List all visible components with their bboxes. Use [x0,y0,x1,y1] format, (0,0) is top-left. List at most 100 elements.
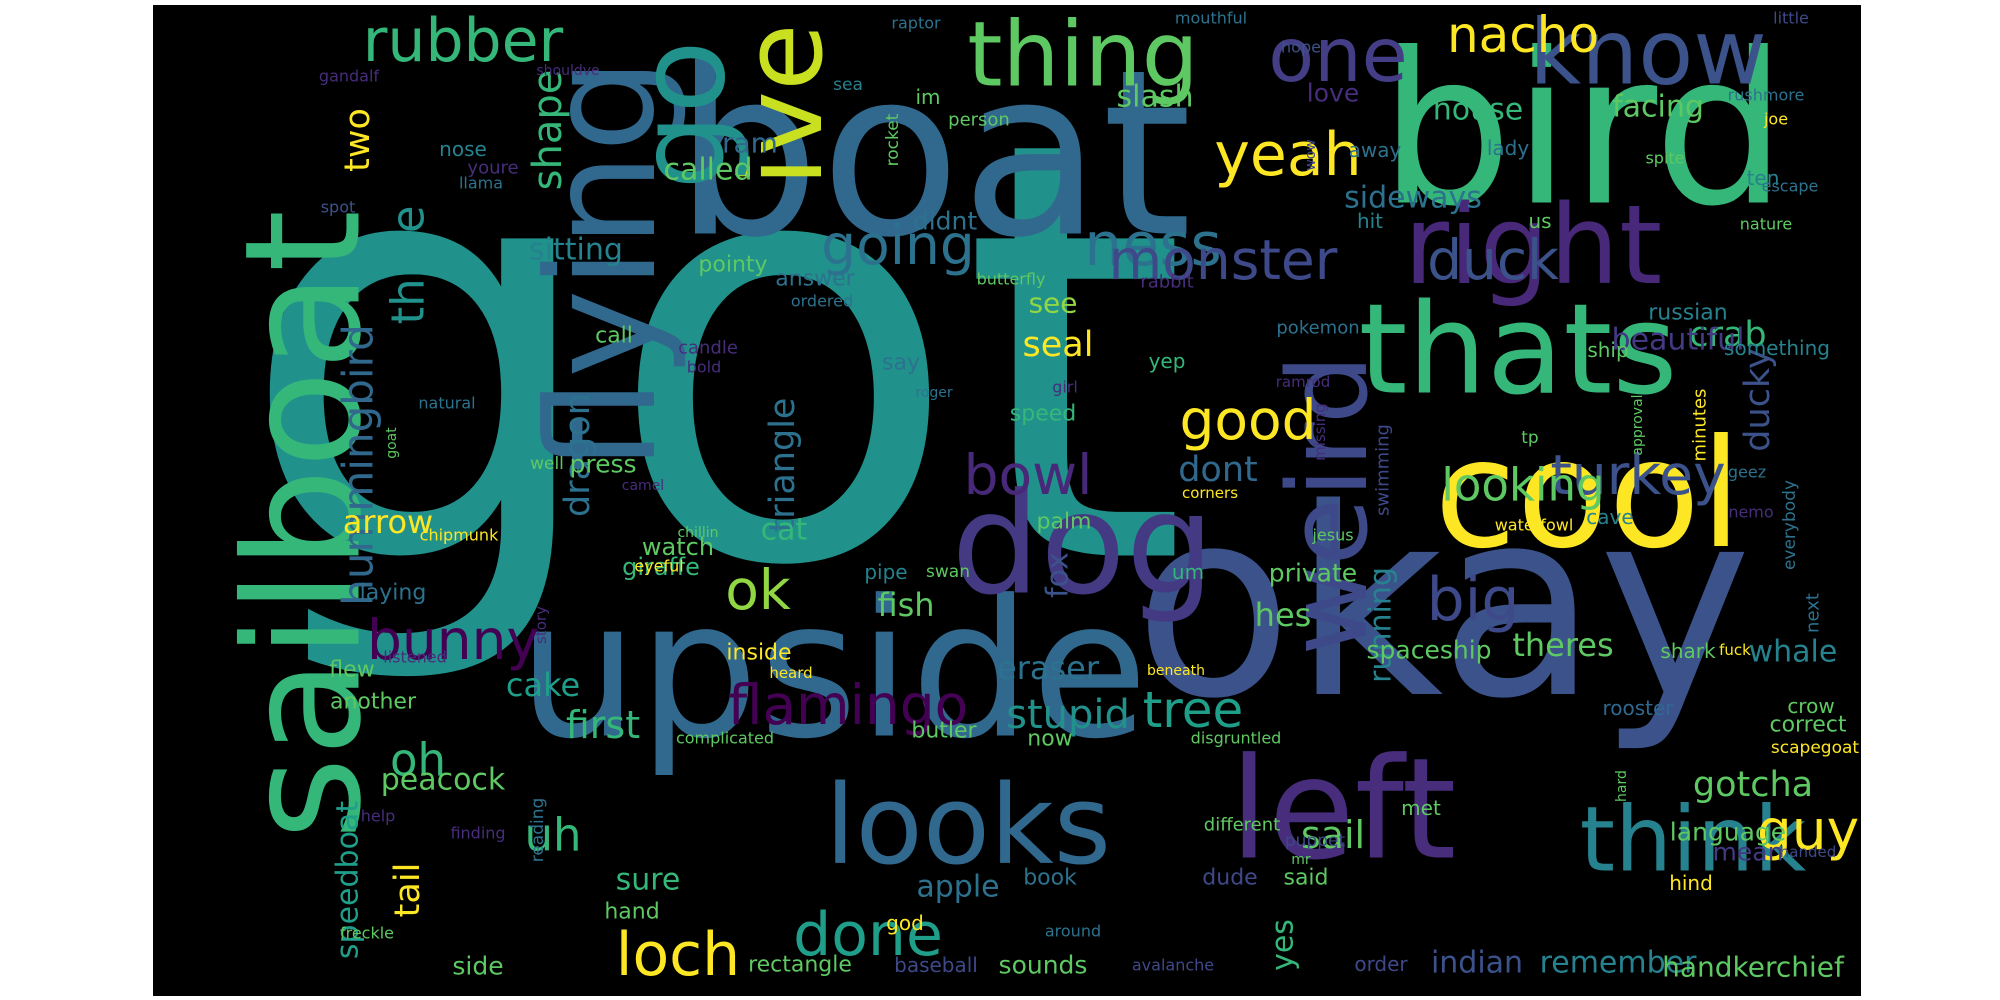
word-beautiful: beautiful [1612,323,1745,358]
word-person: person [948,110,1010,131]
word-know: know [1529,5,1767,106]
word-butler: butler [911,719,977,744]
word-hope: hope [1281,38,1321,57]
word-seal: seal [1023,325,1094,365]
word-crow: crow [1787,694,1834,718]
word-big: big [1427,565,1520,635]
word-mr: mr [1291,852,1311,868]
word-fox: fox [1041,552,1076,598]
word-answer: answer [775,267,855,292]
word-heard: heard [769,664,812,682]
word-spaceship: spaceship [1366,636,1491,665]
word-geez: geez [1728,463,1766,482]
word-two: two [338,108,378,172]
word-dog: dog [951,464,1214,627]
word-beneath: beneath [1147,663,1205,679]
word-triangle: triangle [763,398,803,533]
word-facing: facing [1612,90,1704,125]
word-eraser: eraser [997,649,1100,687]
word-three: three [382,205,435,324]
word-wow: wow [1303,139,1319,170]
word-indian: indian [1431,946,1523,981]
word-ram: ram [722,127,778,160]
word-around: around [1045,922,1101,941]
word-dragon: dragon [558,393,598,517]
word-cloud-canvas: got boat okay bird upside sailboat flying cool t… [153,5,1861,996]
word-fuck: fuck [1719,641,1751,659]
word-bunny: bunny [367,608,539,672]
word-waterfowl: waterfowl [1495,516,1574,535]
word-cake: cake [506,666,580,704]
word-mean: mean [1713,838,1784,867]
word-boat: boat [674,22,1192,289]
word-well: well [530,454,564,474]
word-escape: escape [1762,177,1819,196]
word-gandalf: gandalf [319,67,380,86]
word-away: away [1349,138,1402,162]
word-camel: camel [622,478,664,494]
word-hummingbird: hummingbird [334,324,383,606]
word-first: first [566,703,640,747]
word-ordered: ordered [791,292,853,311]
word-yeah: yeah [1214,120,1361,190]
word-hard: hard [1614,770,1630,802]
word-jesus: jesus [1311,526,1353,545]
word-ive: ive [719,23,847,186]
word-joe: joe [1763,110,1788,129]
word-story: story [532,606,550,644]
word-love: love [1307,79,1359,108]
word-oh: oh [390,734,446,787]
word-avalanche: avalanche [1132,956,1214,975]
word-everybody: everybody [1780,480,1800,570]
word-ship: ship [1587,338,1628,362]
word-private: private [1269,559,1357,588]
word-duck: duck [1427,228,1559,292]
word-rushmore: rushmore [1728,86,1805,105]
word-handkerchief: handkerchief [1662,951,1845,984]
word-next: next [1803,593,1824,633]
word-rabbit: rabbit [1140,272,1193,293]
word-uh: uh [524,809,581,862]
word-rubber: rubber [363,6,564,76]
word-book: book [1023,866,1077,891]
word-approval: approval [1630,394,1646,455]
word-right: right [1404,181,1662,309]
word-rooster: rooster [1602,696,1674,720]
word-got: got [238,18,1188,693]
word-thats: thats [1359,278,1678,423]
word-different: different [1204,815,1280,836]
word-inside: inside [726,641,791,666]
word-flew: flew [329,658,374,683]
word-something: something [1724,336,1830,360]
word-dont: dont [1178,450,1258,490]
word-hit: hit [1357,209,1383,233]
word-roger: roger [915,385,953,401]
word-hes: hes [1255,596,1312,634]
word-called: called [663,153,752,188]
word-scapegoat: scapegoat [1771,738,1859,758]
word-arrow: arrow [343,503,433,541]
word-ness: ness [1084,210,1221,280]
word-spite: spite [1645,149,1684,168]
word-speedboat: speedboat [331,801,366,959]
word-crab: crab [1689,315,1766,355]
word-minutes: minutes [1690,389,1711,462]
word-puppet: puppet [1285,831,1346,851]
word-freckle: freckle [340,924,394,943]
word-giraffe: giraffe [622,553,700,581]
word-whale: whale [1749,635,1838,670]
word-tree: tree [1143,681,1244,739]
word-one: one [1268,11,1408,99]
word-shape: shape [525,70,571,191]
word-see: see [1028,287,1077,320]
word-met: met [1401,796,1441,820]
word-good: good [1179,388,1316,452]
word-pointy: pointy [698,253,767,278]
word-butterfly: butterfly [977,270,1046,289]
word-sounds: sounds [999,951,1088,980]
word-nemo: nemo [1728,503,1773,522]
word-spot: spot [321,198,356,217]
word-laying: laying [360,581,427,606]
word-goat: goat [384,427,400,459]
word-press: press [569,450,636,479]
